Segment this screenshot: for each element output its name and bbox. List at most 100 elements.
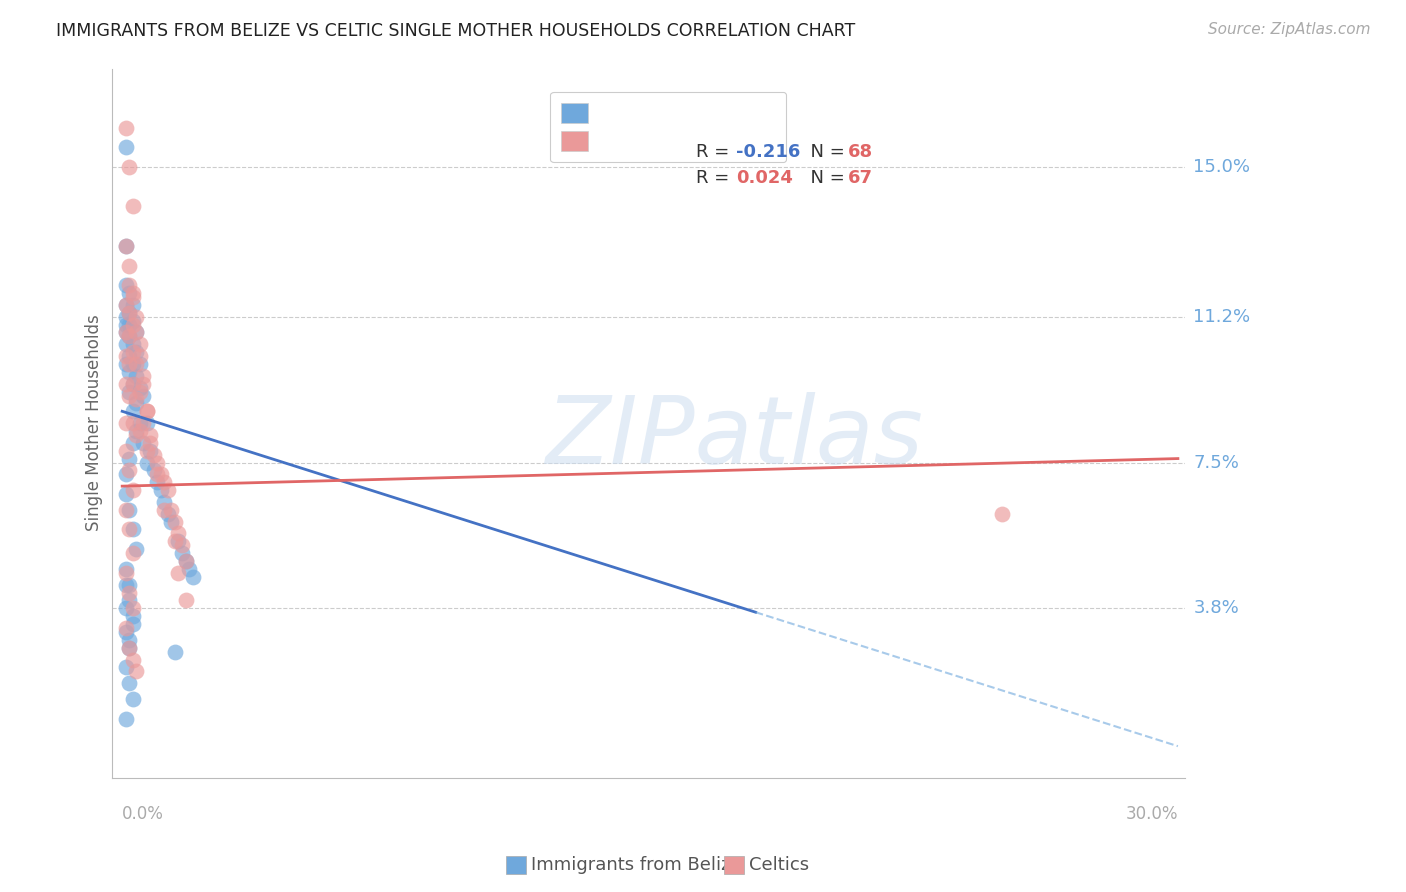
Point bbox=[114, 326, 136, 340]
Point bbox=[118, 306, 141, 320]
Point bbox=[118, 160, 141, 174]
Point bbox=[114, 621, 136, 635]
Point bbox=[114, 416, 136, 430]
Point bbox=[114, 310, 136, 324]
Point bbox=[167, 526, 190, 541]
Point bbox=[121, 313, 143, 327]
Point bbox=[125, 345, 148, 359]
Point bbox=[114, 443, 136, 458]
Point bbox=[128, 424, 150, 438]
Point bbox=[121, 692, 143, 706]
Point bbox=[174, 593, 197, 607]
Point bbox=[118, 306, 141, 320]
Legend: R = -0.216   N = 68, R =  0.024   N = 67: R = -0.216 N = 68, R = 0.024 N = 67 bbox=[550, 92, 786, 162]
Point bbox=[118, 632, 141, 647]
Point bbox=[121, 416, 143, 430]
Point bbox=[142, 463, 165, 477]
Point bbox=[135, 443, 157, 458]
Point bbox=[163, 534, 186, 549]
Point bbox=[153, 475, 176, 490]
Point bbox=[118, 384, 141, 399]
Text: IMMIGRANTS FROM BELIZE VS CELTIC SINGLE MOTHER HOUSEHOLDS CORRELATION CHART: IMMIGRANTS FROM BELIZE VS CELTIC SINGLE … bbox=[56, 22, 855, 40]
Point bbox=[114, 577, 136, 591]
Point bbox=[121, 357, 143, 371]
Text: Source: ZipAtlas.com: Source: ZipAtlas.com bbox=[1208, 22, 1371, 37]
Point bbox=[121, 617, 143, 632]
Point bbox=[153, 495, 176, 509]
Point bbox=[114, 376, 136, 391]
Point bbox=[125, 326, 148, 340]
Text: 0.0%: 0.0% bbox=[122, 805, 165, 823]
Point bbox=[121, 286, 143, 301]
Point bbox=[139, 428, 162, 442]
Point bbox=[118, 640, 141, 655]
Text: R =: R = bbox=[696, 144, 735, 161]
Point bbox=[121, 523, 143, 537]
Point bbox=[114, 239, 136, 253]
Point bbox=[135, 416, 157, 430]
Point bbox=[125, 665, 148, 679]
Point bbox=[128, 381, 150, 395]
Text: 68: 68 bbox=[848, 144, 873, 161]
Point bbox=[118, 593, 141, 607]
Point bbox=[121, 483, 143, 497]
Point bbox=[118, 357, 141, 371]
Text: 67: 67 bbox=[848, 169, 873, 186]
Point bbox=[125, 424, 148, 438]
Point bbox=[128, 384, 150, 399]
Point bbox=[125, 357, 148, 371]
Point bbox=[177, 562, 200, 576]
Point bbox=[114, 503, 136, 517]
Point bbox=[125, 428, 148, 442]
Point bbox=[135, 456, 157, 470]
Point bbox=[128, 357, 150, 371]
Point bbox=[121, 345, 143, 359]
Point bbox=[114, 562, 136, 576]
Point bbox=[121, 435, 143, 450]
Point bbox=[160, 503, 183, 517]
Point bbox=[121, 337, 143, 351]
Point bbox=[114, 337, 136, 351]
Point bbox=[114, 120, 136, 135]
Point bbox=[121, 404, 143, 418]
Text: 15.0%: 15.0% bbox=[1194, 158, 1250, 176]
Point bbox=[121, 652, 143, 666]
Point bbox=[118, 676, 141, 690]
Text: 7.5%: 7.5% bbox=[1194, 453, 1239, 472]
Point bbox=[163, 515, 186, 529]
Text: 11.2%: 11.2% bbox=[1194, 308, 1250, 326]
Point bbox=[121, 199, 143, 213]
Point bbox=[163, 645, 186, 659]
Point bbox=[170, 546, 193, 560]
Text: Celtics: Celtics bbox=[749, 856, 810, 874]
Text: 0.024: 0.024 bbox=[735, 169, 793, 186]
Point bbox=[121, 546, 143, 560]
Point bbox=[125, 310, 148, 324]
Point bbox=[118, 329, 141, 343]
Point bbox=[149, 483, 172, 497]
Point bbox=[121, 376, 143, 391]
Point bbox=[170, 538, 193, 552]
Point bbox=[114, 601, 136, 615]
Point bbox=[114, 239, 136, 253]
Text: ZIPatlas: ZIPatlas bbox=[546, 392, 924, 483]
Point bbox=[156, 507, 179, 521]
Text: N =: N = bbox=[799, 169, 851, 186]
Point bbox=[118, 451, 141, 466]
Point bbox=[118, 286, 141, 301]
Point bbox=[125, 326, 148, 340]
Point bbox=[114, 298, 136, 312]
Point bbox=[114, 624, 136, 639]
Point bbox=[146, 456, 169, 470]
Point bbox=[118, 577, 141, 591]
Point bbox=[146, 475, 169, 490]
Point bbox=[132, 388, 155, 402]
Point bbox=[139, 443, 162, 458]
Point bbox=[118, 365, 141, 379]
Point bbox=[160, 515, 183, 529]
Point bbox=[156, 483, 179, 497]
Point bbox=[139, 435, 162, 450]
Point bbox=[121, 298, 143, 312]
Point bbox=[118, 523, 141, 537]
Point bbox=[135, 404, 157, 418]
